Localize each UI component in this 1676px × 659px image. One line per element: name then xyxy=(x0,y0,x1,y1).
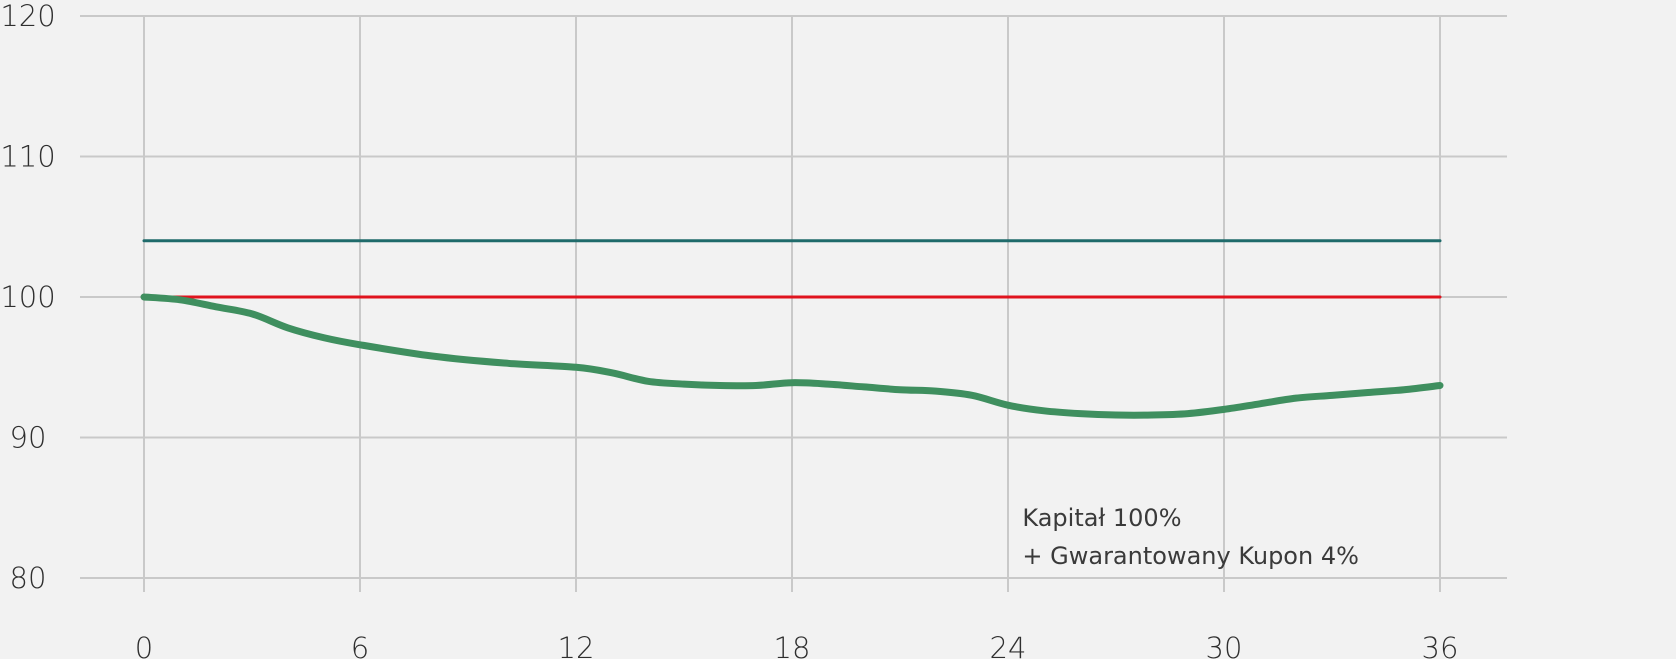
series-line-3 xyxy=(140,293,1444,419)
y-tick-label-100: 100 xyxy=(0,280,55,314)
vertical-gridlines xyxy=(143,16,1441,592)
x-tick-label-6: 6 xyxy=(351,631,369,659)
y-tick-label-120: 120 xyxy=(0,0,55,33)
y-tick-label-90: 90 xyxy=(10,421,47,455)
x-tick-label-24: 24 xyxy=(990,631,1027,659)
y-tick-label-110: 110 xyxy=(0,140,55,174)
x-tick-label-18: 18 xyxy=(774,631,811,659)
x-axis-tick-labels: 0 6 12 18 24 30 36 xyxy=(135,631,1459,659)
annotation-text-2: + Gwarantowany Kupon 4% xyxy=(1022,542,1359,570)
x-tick-label-0: 0 xyxy=(135,631,153,659)
chart-annotations: Kapitał 100% + Gwarantowany Kupon 4% xyxy=(1022,504,1359,570)
annotation-text-1: Kapitał 100% xyxy=(1022,504,1181,532)
y-tick-label-80: 80 xyxy=(10,561,47,595)
x-tick-label-30: 30 xyxy=(1206,631,1243,659)
x-tick-label-12: 12 xyxy=(558,631,595,659)
y-axis-tick-labels: 80 90 100 110 120 xyxy=(0,0,55,595)
series-lines xyxy=(140,239,1444,419)
x-tick-label-36: 36 xyxy=(1422,631,1459,659)
